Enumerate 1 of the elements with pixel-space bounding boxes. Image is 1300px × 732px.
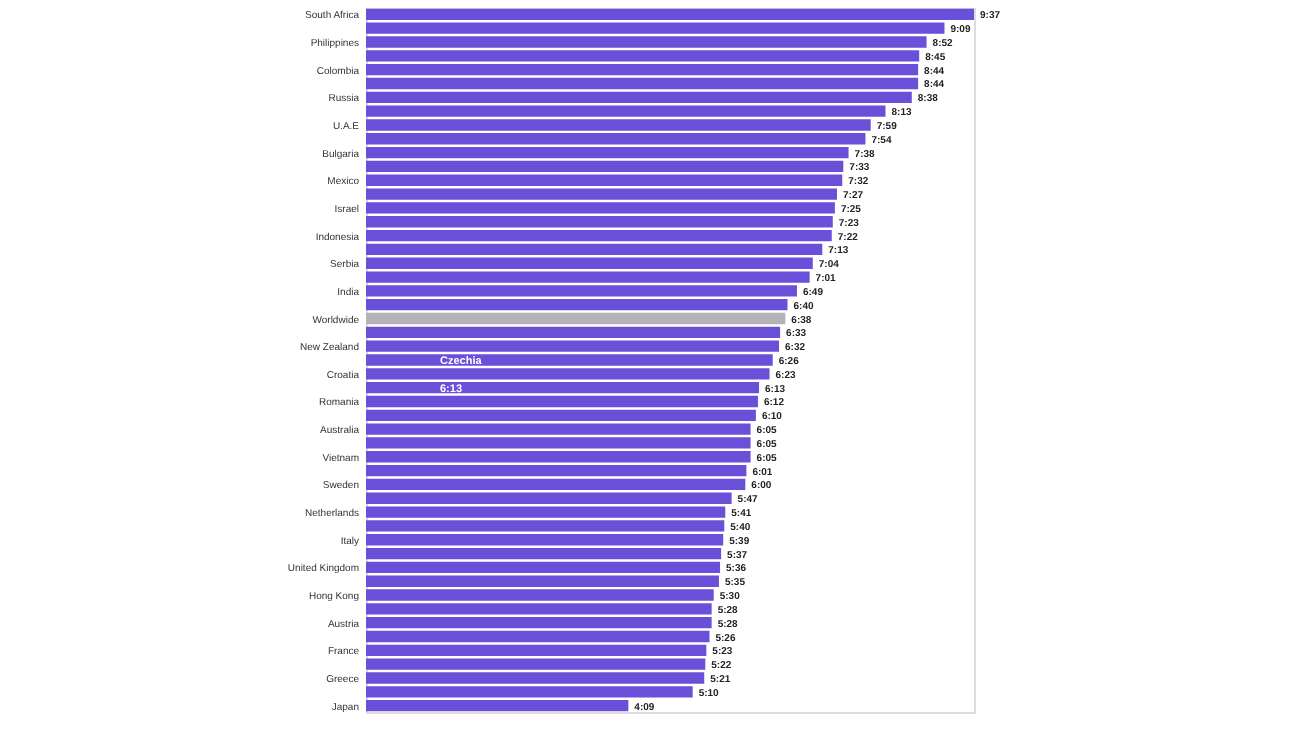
bar	[366, 312, 786, 325]
